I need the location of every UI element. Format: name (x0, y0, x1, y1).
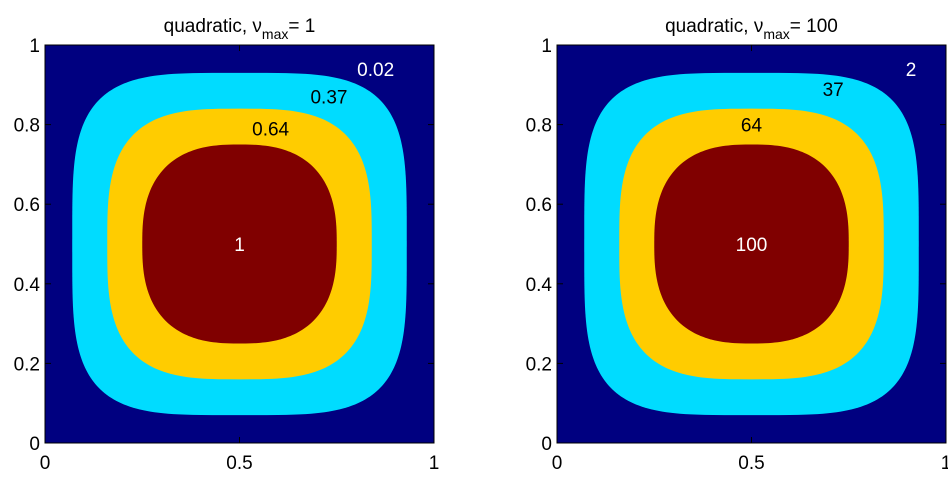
subplot-2: 0 0.5 1 0 0.2 0.4 0.6 0.8 1 2 37 64 100 quadratic, νm… (526, 16, 948, 474)
y-tick-label: 0.2 (526, 354, 552, 375)
contour-label: 0.64 (252, 120, 289, 141)
x-tick-label: 0 (552, 453, 563, 474)
title-main: quadratic, ν (164, 16, 262, 37)
y-tick-label: 0 (29, 434, 40, 455)
x-tick-label: 1 (941, 453, 948, 474)
chart-title: quadratic, νmax= 100 (665, 16, 838, 42)
contour-label: 37 (823, 80, 844, 101)
contour-label: 0.02 (357, 60, 394, 81)
title-main: quadratic, ν (665, 16, 763, 37)
title-suffix: = 1 (288, 16, 315, 37)
contour-label: 1 (234, 235, 245, 256)
y-tick-label: 0.8 (14, 116, 40, 137)
contour-label: 100 (736, 235, 768, 256)
x-tick-label: 0.5 (226, 453, 252, 474)
contour-label: 64 (741, 116, 763, 137)
contour-label: 2 (906, 60, 917, 81)
y-tick-label: 0.4 (14, 275, 41, 296)
contour-region-3 (654, 144, 849, 344)
title-subscript: max (262, 26, 288, 42)
y-tick-label: 0.6 (526, 195, 552, 216)
x-tick-label: 1 (429, 453, 440, 474)
y-tick-label: 0 (541, 434, 552, 455)
contour-label: 0.37 (310, 88, 347, 109)
y-tick-label: 0.6 (14, 195, 40, 216)
title-suffix: = 100 (790, 16, 838, 37)
chart-title: quadratic, νmax= 1 (164, 16, 316, 42)
contour-region-3 (142, 144, 337, 344)
x-tick-label: 0 (40, 453, 51, 474)
subplot-1: 0 0.5 1 0 0.2 0.4 0.6 0.8 1 0.02 0.37 0.64 1 quadrati… (14, 16, 440, 474)
y-tick-label: 0.4 (526, 275, 553, 296)
y-tick-label: 1 (541, 36, 552, 57)
y-tick-label: 0.8 (526, 116, 552, 137)
title-subscript: max (763, 26, 789, 42)
x-tick-label: 0.5 (738, 453, 764, 474)
y-tick-label: 0.2 (14, 354, 40, 375)
y-tick-label: 1 (29, 36, 40, 57)
